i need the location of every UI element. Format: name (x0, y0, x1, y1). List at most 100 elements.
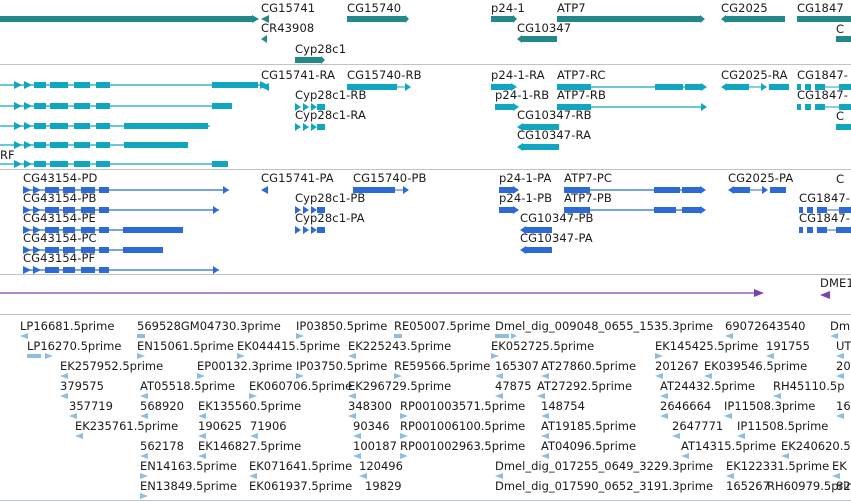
transcript-CG10347-RA[interactable]: CG10347-RA (517, 128, 597, 151)
est-label: EK257952.5prime (60, 359, 164, 373)
transcript-label: CG15741-RA (261, 68, 336, 82)
protein-label: p24-1-PB (499, 191, 553, 205)
gene-ATP7[interactable]: ATP7 (557, 2, 705, 23)
protein-CG1847-a[interactable]: CG1847- (799, 192, 851, 213)
gene-Cyp28c1[interactable]: Cyp28c1 (295, 43, 355, 64)
protein-label: CG15741-PA (261, 171, 334, 185)
protein-CG10347-PA[interactable]: CG10347-PA (520, 232, 602, 254)
transcript-left-2[interactable] (0, 101, 240, 111)
transcript-label: CG10347-RB (517, 108, 592, 122)
transcript-p24-1-RA[interactable]: p24-1-RA (491, 69, 557, 91)
protein-CG15740-PB[interactable]: CG15740-PB (353, 171, 435, 194)
protein-CG2025-PA[interactable]: CG2025-PA (728, 172, 804, 194)
gene-track: CG15741 CG15740 p24-1 ATP7 CG2025 CG1847… (0, 0, 851, 64)
gene-span-right-edge[interactable] (836, 35, 851, 43)
est-label: EK122331.5prime (726, 459, 830, 473)
transcript-label: ATP7-RB (557, 88, 606, 102)
protein-p24-1-PA[interactable]: p24-1-PA (499, 172, 563, 194)
misc-label: DME1 (820, 276, 851, 290)
protein-label: CG10347-PB (520, 211, 594, 225)
protein-CG10347-PB[interactable]: CG10347-PB (520, 211, 602, 234)
est-label: EK240620.5 (781, 439, 851, 453)
gene-CR43908[interactable]: CR43908 (261, 21, 321, 43)
transcript-left-5[interactable] (0, 159, 232, 169)
est-label: IP03850.5prime (296, 319, 388, 333)
est-label: 568920 (140, 399, 184, 413)
transcript-CG1847-b[interactable]: CG1847- (797, 89, 851, 110)
transcript-CG2025-RA[interactable]: CG2025-RA (721, 68, 797, 91)
transcript-right-edge[interactable] (836, 122, 851, 132)
gene-label: CG2025 (721, 1, 768, 15)
protein-ATP7-PB[interactable]: ATP7-PB (564, 192, 706, 214)
protein-Cyp28c1-PA[interactable]: Cyp28c1-PA (295, 211, 375, 234)
est-label: 2647771 (672, 419, 724, 433)
est-label: UT (836, 339, 851, 353)
est-label: 191755 (766, 339, 810, 353)
est-label: 348300 (348, 399, 392, 413)
est-label: RP001002963.5prime (400, 439, 526, 453)
est-label: AT05518.5prime (140, 379, 236, 393)
est-label: 19829 (365, 479, 402, 493)
est-label: 82 (836, 479, 851, 493)
gene-CG2025[interactable]: CG2025 (721, 1, 785, 23)
gene-label: CG10347 (517, 21, 572, 35)
gene-label: CG1847 (797, 1, 844, 15)
protein-CG43154-PF[interactable]: CG43154-PF (23, 252, 223, 274)
protein-CG43154-PC[interactable]: CG43154-PC (23, 231, 173, 254)
gene-CG15740[interactable]: CG15740 (347, 2, 409, 23)
transcript-left-3[interactable] (0, 121, 230, 131)
est-label: 562178 (140, 439, 184, 453)
protein-track: CG43154-PD CG15741-PA CG15740-PB p24-1-P… (0, 169, 851, 274)
est-label: EK044415.5prime (237, 339, 341, 353)
protein-p24-1-PB[interactable]: p24-1-PB (499, 191, 563, 214)
gene-CG10347[interactable]: CG10347 (517, 21, 577, 43)
transcript-CG15740-RB[interactable]: CG15740-RB (347, 68, 429, 91)
est-label: RP001006100.5prime (400, 419, 526, 433)
est-track: LP16681.5prime 569528GM04730.3prime IP03… (0, 314, 851, 500)
transcript-left-1[interactable] (0, 80, 272, 90)
protein-CG43154-PE[interactable]: CG43154-PE (23, 212, 193, 234)
transcript-left-4[interactable] (0, 140, 200, 150)
protein-CG43154-PB[interactable]: CG43154-PB (23, 192, 223, 214)
protein-label: CG15740-PB (353, 171, 427, 185)
protein-label: Cyp28c1-PA (295, 211, 365, 225)
protein-right-edge[interactable] (836, 225, 851, 235)
transcript-ATP7-RC[interactable]: ATP7-RC (557, 68, 707, 91)
transcript-label: CG15740-RB (347, 68, 422, 82)
est-label: AT19185.5prime (541, 419, 637, 433)
est-label: EN13849.5prime (140, 479, 237, 493)
transcript-p24-1-RB[interactable]: p24-1-RB (495, 89, 557, 111)
transcript-label: CG10347-RA (517, 128, 592, 142)
protein-label: CG43154-PC (23, 231, 97, 245)
gene-p24-1[interactable]: p24-1 (491, 2, 525, 23)
transcript-label: CG2025-RA (721, 68, 788, 82)
misc-span-line[interactable] (0, 288, 770, 298)
transcript-CG10347-RB[interactable]: CG10347-RB (517, 108, 597, 131)
transcript-Cyp28c1-RA[interactable]: Cyp28c1-RA (295, 109, 375, 131)
gene-CG1847[interactable]: CG1847 (797, 1, 851, 22)
transcript-label: CG1847- (797, 68, 849, 82)
gene-span-left[interactable] (0, 15, 260, 23)
protein-ATP7-PC[interactable]: ATP7-PC (564, 172, 706, 194)
transcript-CG1847-a[interactable]: CG1847- (797, 68, 851, 90)
gene-CG15741[interactable]: CG15741 (261, 2, 321, 23)
est-label: RP001003571.5prime (400, 399, 526, 413)
transcript-Cyp28c1-RB[interactable]: Cyp28c1-RB (295, 88, 375, 111)
est-label: EK146827.5prime (198, 439, 302, 453)
est-label: EK296729.5prime (348, 379, 452, 393)
transcript-ATP7-RB[interactable]: ATP7-RB (557, 88, 707, 111)
transcript-label: Cyp28c1-RB (295, 88, 367, 102)
est-label: EP00132.3prime (197, 359, 293, 373)
protein-CG15741-PA[interactable]: CG15741-PA (261, 171, 343, 194)
track-separator-transcripts (0, 169, 851, 170)
est-label: 190625 (198, 419, 242, 433)
est-label: IP11508.3prime (724, 399, 816, 413)
transcript-label: ATP7-RC (557, 68, 606, 82)
transcript-CG15741-RA[interactable]: CG15741-RA (261, 68, 341, 91)
protein-CG43154-PD[interactable]: CG43154-PD (23, 172, 233, 194)
misc-DME1[interactable]: DME1 (820, 276, 851, 299)
est-label: 201267 (655, 359, 699, 373)
gene-label: CR43908 (261, 21, 315, 35)
protein-Cyp28c1-PB[interactable]: Cyp28c1-PB (295, 192, 375, 214)
est-label: EK052725.5prime (491, 339, 595, 353)
